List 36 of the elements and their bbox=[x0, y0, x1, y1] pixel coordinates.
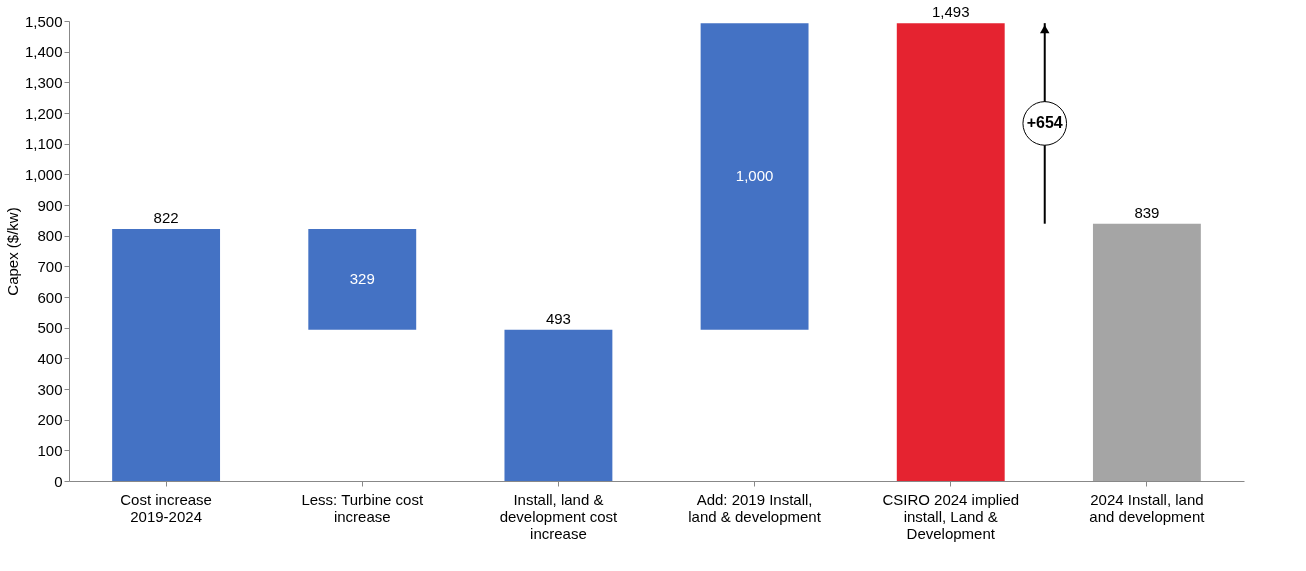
y-tick-label: 400 bbox=[37, 349, 63, 367]
y-axis-title: Capex ($/kw) bbox=[3, 207, 21, 296]
y-tick-label: 1,300 bbox=[24, 73, 63, 91]
y-tick-label: 900 bbox=[37, 196, 63, 214]
y-tick-label: 700 bbox=[37, 257, 63, 275]
y-tick-label: 100 bbox=[37, 441, 63, 459]
x-tick-label: CSIRO 2024 implied install, Land & Development bbox=[882, 490, 1020, 542]
bar bbox=[504, 329, 613, 481]
bar bbox=[1092, 223, 1201, 481]
bar bbox=[308, 228, 417, 330]
x-tick-label: 2024 Install, land and development bbox=[1089, 490, 1206, 525]
annotation: +654 bbox=[1026, 114, 1063, 132]
y-tick-label: 200 bbox=[37, 411, 63, 429]
y-tick-label: 1,400 bbox=[24, 43, 63, 61]
bar bbox=[112, 228, 221, 481]
data-label: 1,000 bbox=[735, 167, 774, 185]
x-tick-label: Install, land & development cost increase bbox=[499, 490, 619, 542]
x-tick-label: Cost increase 2019-2024 bbox=[120, 490, 212, 525]
y-tick-label: 0 bbox=[54, 472, 63, 490]
bar bbox=[700, 23, 809, 330]
y-tick-label: 600 bbox=[37, 288, 63, 306]
y-tick-label: 1,200 bbox=[24, 104, 63, 122]
y-tick-label: 1,000 bbox=[24, 165, 63, 183]
y-tick-label: 1,500 bbox=[24, 12, 63, 30]
y-tick-label: 1,100 bbox=[24, 135, 63, 153]
data-label: 1,493 bbox=[931, 3, 970, 21]
data-label: 493 bbox=[545, 309, 571, 327]
x-tick-label: Less: Turbine cost increase bbox=[301, 490, 424, 525]
bar bbox=[896, 23, 1005, 481]
data-label: 822 bbox=[153, 208, 179, 226]
data-label: 839 bbox=[1134, 203, 1160, 221]
data-label: 329 bbox=[349, 270, 375, 288]
x-tick-label: Add: 2019 Install, land & development bbox=[688, 490, 822, 525]
y-tick-label: 300 bbox=[37, 380, 63, 398]
y-tick-label: 500 bbox=[37, 319, 63, 337]
y-tick-label: 800 bbox=[37, 227, 63, 245]
